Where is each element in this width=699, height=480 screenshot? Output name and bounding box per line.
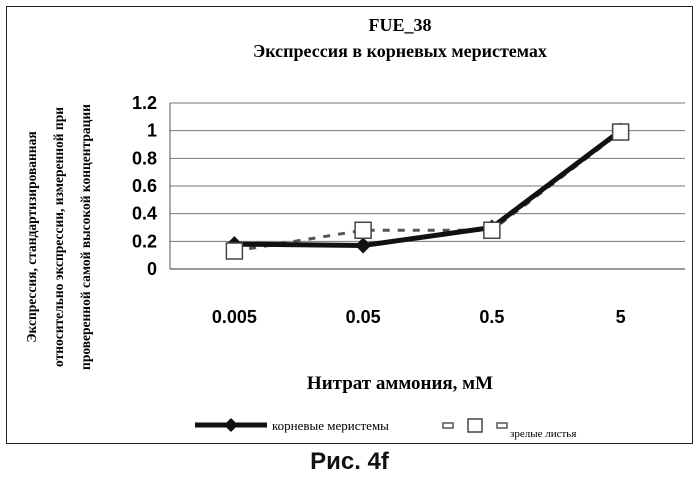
y-tick-label-6: 1.2 (132, 93, 157, 113)
x-axis-label: Нитрат аммония, мМ (307, 373, 493, 394)
point-root-1 (355, 237, 371, 253)
legend: корневые меристемы зрелые листья (195, 418, 576, 440)
x-tick-label-1: 0.05 (346, 307, 381, 327)
chart-title: FUE_38 (369, 15, 432, 35)
legend-dash-2 (497, 423, 507, 428)
y-tick-label-1: 0.2 (132, 231, 157, 251)
legend-dash-1 (443, 423, 453, 428)
y-axis-label-line-3: проверенной самой высокой концентрации (78, 104, 93, 370)
y-tick-label-0: 0 (147, 259, 157, 279)
point-leaves-1 (355, 222, 371, 238)
point-leaves-0 (226, 243, 242, 259)
y-tick-label-3: 0.6 (132, 176, 157, 196)
x-tick-label-2: 0.5 (479, 307, 504, 327)
point-leaves-3 (613, 124, 629, 140)
figure-caption: Рис. 4f (0, 448, 699, 476)
x-ticks: 0.005 0.05 0.5 5 (212, 307, 626, 327)
series-layer (226, 123, 628, 259)
chart: FUE_38 Экспрессия в корневых меристемах … (7, 7, 694, 445)
chart-frame: FUE_38 Экспрессия в корневых меристемах … (6, 6, 693, 444)
y-tick-label-2: 0.4 (132, 204, 157, 224)
chart-subtitle: Экспрессия в корневых меристемах (253, 41, 547, 61)
series-line-leaves (234, 132, 620, 251)
y-tick-label-5: 1 (147, 121, 157, 141)
y-ticks: 0 0.2 0.4 0.6 0.8 1 1.2 (132, 93, 157, 279)
y-axis-label-line-1: Экспрессия, стандартизированная (24, 131, 39, 342)
x-tick-label-0: 0.005 (212, 307, 257, 327)
y-axis-label: Экспрессия, стандартизированная относите… (24, 104, 93, 370)
series-line-root (234, 131, 620, 246)
legend-marker-root (224, 418, 238, 432)
point-leaves-2 (484, 222, 500, 238)
y-tick-label-4: 0.8 (132, 148, 157, 168)
x-tick-label-3: 5 (616, 307, 626, 327)
legend-label-leaves: зрелые листья (510, 428, 576, 440)
legend-marker-leaves (468, 419, 482, 432)
y-axis-label-line-2: относительно экспрессии, измеренной при (51, 107, 66, 367)
legend-label-root: корневые меристемы (272, 418, 389, 433)
